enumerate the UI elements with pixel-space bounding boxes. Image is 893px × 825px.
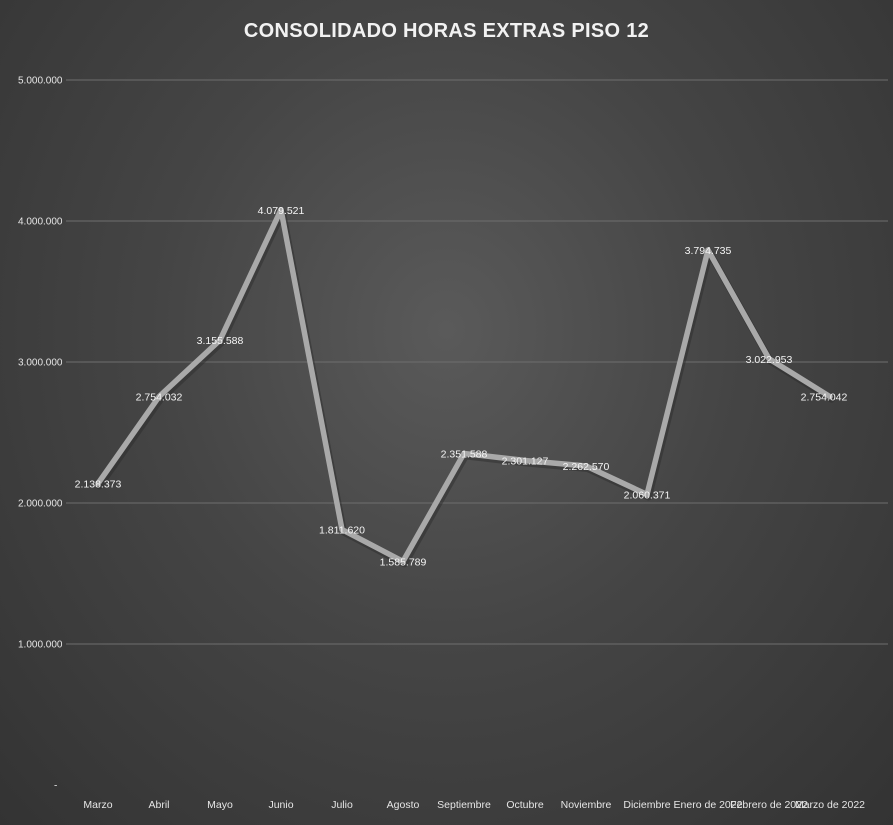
y-tick-label-0: - — [54, 781, 57, 792]
data-point-3 — [278, 207, 284, 213]
x-tick-label-6: Septiembre — [437, 799, 491, 811]
data-label-8: 2.262.570 — [563, 461, 610, 473]
data-label-1: 2.754.032 — [136, 392, 183, 404]
data-point-7 — [522, 458, 528, 464]
data-label-4: 1.811.620 — [319, 525, 365, 537]
y-tick-label-2: 2.000.000 — [18, 499, 63, 510]
x-tick-label-12: Marzo de 2022 — [795, 799, 865, 811]
data-label-3: 4.079.521 — [258, 205, 305, 217]
y-tick-label-4: 4.000.000 — [18, 217, 63, 228]
x-tick-label-10: Enero de 2022 — [674, 799, 743, 811]
chart-title: CONSOLIDADO HORAS EXTRAS PISO 12 — [243, 20, 650, 42]
x-tick-label-0: Marzo — [83, 799, 112, 811]
data-label-0: 2.138.373 — [75, 478, 122, 490]
x-tick-label-2: Mayo — [207, 799, 233, 811]
data-label-7: 2.301.127 — [502, 456, 549, 468]
x-tick-label-8: Noviembre — [561, 799, 612, 811]
data-point-9 — [644, 491, 650, 497]
x-tick-label-7: Octubre — [506, 799, 544, 811]
data-point-0 — [95, 480, 101, 486]
series-line — [95, 207, 833, 565]
x-tick-label-5: Agosto — [387, 799, 420, 811]
data-point-5 — [400, 558, 406, 564]
data-point-4 — [339, 527, 345, 533]
data-label-11: 3.022.953 — [746, 354, 793, 366]
y-tick-label-5: 5.000.000 — [18, 76, 63, 87]
data-label-2: 3.155.588 — [197, 335, 244, 347]
data-point-2 — [217, 337, 223, 343]
y-tick-label-3: 3.000.000 — [18, 358, 63, 369]
x-tick-label-4: Julio — [331, 799, 353, 811]
series-line-shadow — [96, 208, 835, 568]
data-point-12 — [827, 394, 833, 400]
data-point-1 — [156, 394, 162, 400]
x-tick-label-1: Abril — [148, 799, 169, 811]
data-label-5: 1.585.789 — [380, 556, 427, 568]
data-label-9: 2.060.371 — [624, 489, 671, 501]
data-point-6 — [461, 450, 467, 456]
data-point-8 — [583, 463, 589, 469]
y-tick-label-1: 1.000.000 — [18, 640, 63, 651]
x-tick-label-11: Febrero de 2022 — [730, 799, 808, 811]
x-tick-label-9: Diciembre — [623, 799, 670, 811]
data-label-6: 2.351.588 — [441, 448, 488, 460]
data-point-10 — [705, 247, 711, 253]
data-label-10: 3.794.735 — [685, 245, 732, 257]
data-label-12: 2.754.042 — [801, 392, 848, 404]
x-tick-label-3: Junio — [268, 799, 293, 811]
data-point-11 — [766, 356, 772, 362]
